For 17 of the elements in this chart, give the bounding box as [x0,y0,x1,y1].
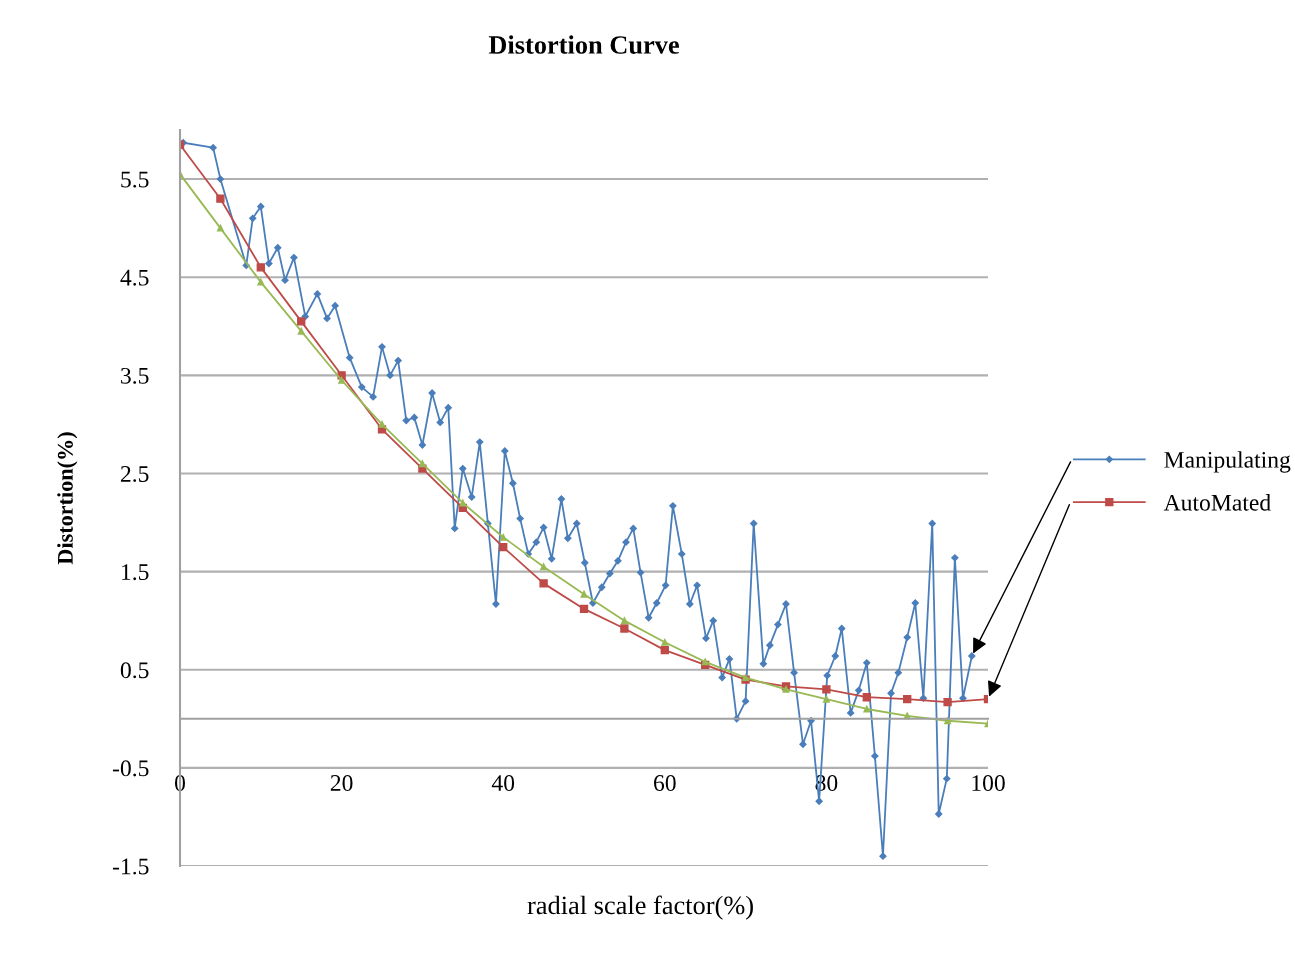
y-tick-label: -0.5 [112,760,149,777]
y-tick-label: 5.5 [121,171,149,188]
legend-label: Manipulating [1164,451,1291,473]
x-axis-title: radial scale factor(%) [527,895,753,920]
chart-title: Distortion Curve [488,35,679,54]
y-tick-label: -1.5 [112,858,149,875]
legend-label: AutoMated [1163,494,1271,511]
x-tick-label: 20 [330,775,353,791]
y-tick-label: 1.5 [122,564,149,581]
y-tick-label: 4.5 [120,269,149,286]
x-tick-label: 100 [972,775,1005,791]
y-tick-label: 2.5 [120,466,149,482]
x-tick-label: 40 [491,775,515,791]
y-axis-title: Distortion(%) [57,432,78,565]
y-tick-label: 0.5 [120,662,149,679]
x-tick-label: 60 [654,775,676,791]
y-tick-label: 3.5 [121,367,149,384]
